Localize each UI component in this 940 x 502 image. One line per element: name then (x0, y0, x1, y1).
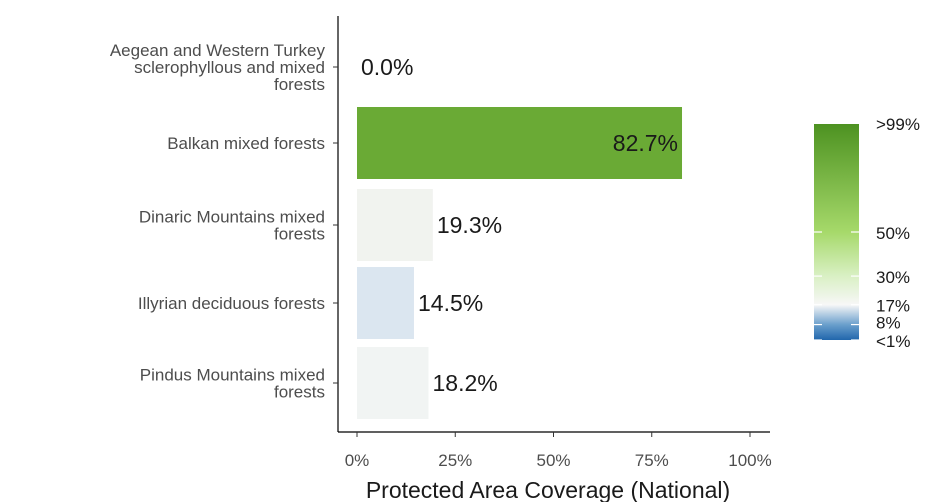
category-labels-layer: Aegean and Western Turkeysclerophyllous … (110, 41, 338, 402)
category-label-0-line-0: Aegean and Western Turkey (110, 41, 326, 60)
colorbar-label-4: 8% (876, 314, 901, 333)
value-label-3: 14.5% (418, 290, 483, 316)
bars-layer (357, 107, 683, 419)
category-label-0-line-1: sclerophyllous and mixed (134, 58, 325, 77)
value-label-1: 82.7% (613, 130, 678, 156)
x-tick-label-1: 25% (438, 451, 472, 470)
category-label-4-line-1: forests (274, 383, 325, 402)
x-tick-label-0: 0% (345, 451, 370, 470)
colorbar-legend: >99% 50% 30% 17%8%<1% (814, 115, 920, 351)
colorbar-label-3: 17% (876, 297, 910, 316)
category-label-0-line-2: forests (274, 75, 325, 94)
x-tick-label-4: 100% (728, 451, 771, 470)
category-label-3-line-0: Illyrian deciduous forests (138, 294, 325, 313)
value-label-4: 18.2% (433, 370, 498, 396)
colorbar-label-1: 50% (876, 224, 910, 243)
category-label-2-line-1: forests (274, 225, 325, 244)
bar-1 (357, 107, 683, 179)
bar-4 (357, 347, 429, 419)
value-label-2: 19.3% (437, 212, 502, 238)
colorbar-label-5: <1% (876, 332, 911, 351)
value-labels-layer: 0.0% 82.7% 19.3% 14.5% 18.2% (361, 54, 678, 396)
x-tick-label-2: 50% (536, 451, 570, 470)
bar-3 (357, 267, 414, 339)
category-label-4-line-0: Pindus Mountains mixed (140, 366, 325, 385)
colorbar-label-2: 30% (876, 268, 910, 287)
bar-2 (357, 189, 433, 261)
category-label-2-line-0: Dinaric Mountains mixed (139, 208, 325, 227)
x-ticks-layer: 0% 25% 50% 75% 100% (345, 432, 772, 470)
x-tick-label-3: 75% (635, 451, 669, 470)
value-label-0: 0.0% (361, 54, 413, 80)
x-axis-title: Protected Area Coverage (National) (366, 477, 730, 502)
colorbar-label-0: >99% (876, 115, 920, 134)
category-label-1-line-0: Balkan mixed forests (167, 134, 325, 153)
